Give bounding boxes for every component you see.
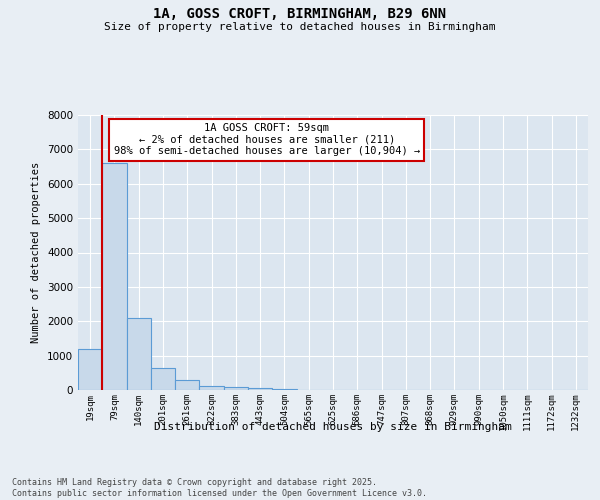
Bar [175, 380, 199, 390]
Bar [127, 318, 151, 390]
Bar [102, 163, 127, 390]
Y-axis label: Number of detached properties: Number of detached properties [31, 162, 41, 343]
Bar [248, 388, 272, 390]
Text: Size of property relative to detached houses in Birmingham: Size of property relative to detached ho… [104, 22, 496, 32]
Text: Contains HM Land Registry data © Crown copyright and database right 2025.
Contai: Contains HM Land Registry data © Crown c… [12, 478, 427, 498]
Text: 1A GOSS CROFT: 59sqm
← 2% of detached houses are smaller (211)
98% of semi-detac: 1A GOSS CROFT: 59sqm ← 2% of detached ho… [113, 123, 420, 156]
Text: 1A, GOSS CROFT, BIRMINGHAM, B29 6NN: 1A, GOSS CROFT, BIRMINGHAM, B29 6NN [154, 8, 446, 22]
Bar [224, 387, 248, 390]
Bar [78, 349, 102, 390]
Text: Distribution of detached houses by size in Birmingham: Distribution of detached houses by size … [154, 422, 512, 432]
Bar [199, 386, 224, 390]
Bar [151, 368, 175, 390]
